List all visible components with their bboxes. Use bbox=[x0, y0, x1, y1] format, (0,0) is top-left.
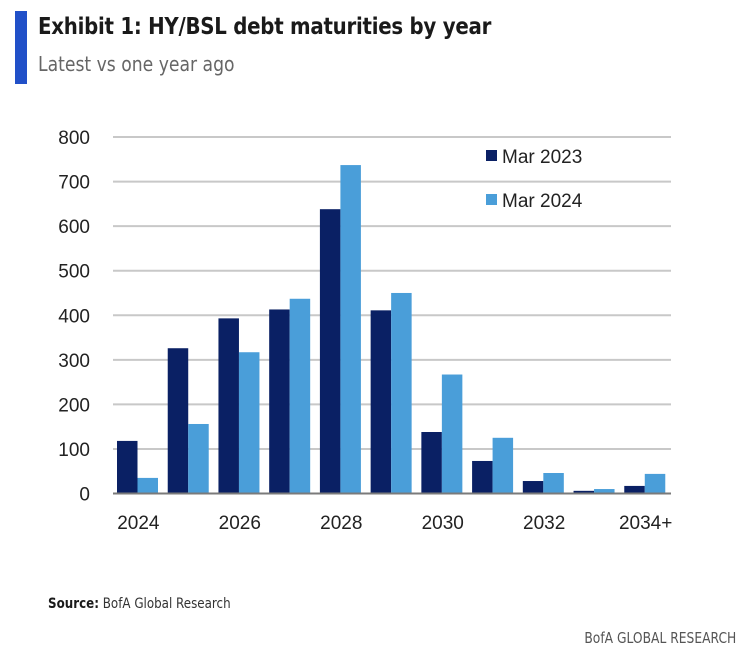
y-tick-label: 200 bbox=[58, 395, 90, 416]
bar-mar-2023-2031 bbox=[472, 460, 493, 494]
y-tick-label: 0 bbox=[79, 485, 90, 506]
bars bbox=[117, 165, 666, 494]
x-tick-label: 2032 bbox=[523, 513, 565, 534]
y-tick-label: 500 bbox=[58, 262, 90, 283]
bar-mar-2024-2034plus bbox=[644, 473, 666, 494]
bar-mar-2023-2026 bbox=[218, 318, 239, 494]
bar-mar-2023-2027 bbox=[269, 309, 290, 494]
bar-mar-2024-2029 bbox=[391, 292, 412, 494]
y-tick-label: 700 bbox=[58, 173, 90, 194]
bar-mar-2024-2025 bbox=[188, 423, 209, 494]
y-tick-label: 300 bbox=[58, 351, 90, 372]
bar-mar-2024-2028 bbox=[340, 165, 361, 494]
bar-mar-2024-2032 bbox=[543, 473, 564, 494]
bar-mar-2023-2034plus bbox=[624, 485, 645, 494]
chart-subtitle: Latest vs one year ago bbox=[38, 52, 235, 76]
bar-mar-2024-2027 bbox=[289, 298, 311, 494]
y-tick-label: 100 bbox=[58, 440, 90, 461]
y-tick-label: 400 bbox=[58, 306, 90, 327]
source-note: Source: BofA Global Research bbox=[48, 596, 231, 612]
bar-mar-2023-2029 bbox=[370, 310, 392, 494]
bar-mar-2023-2033 bbox=[573, 490, 595, 494]
y-tick-label: 600 bbox=[58, 217, 90, 238]
bar-mar-2024-2024 bbox=[137, 477, 158, 494]
bar-mar-2024-2033 bbox=[594, 489, 615, 494]
legend-item: Mar 2024 bbox=[486, 191, 583, 212]
bar-mar-2023-2030 bbox=[421, 432, 442, 494]
x-tick-label: 2028 bbox=[320, 513, 362, 534]
x-tick-label: 2034+ bbox=[619, 513, 672, 534]
source-text: BofA Global Research bbox=[98, 596, 231, 612]
x-tick-label: 2026 bbox=[219, 513, 261, 534]
x-tick-label: 2024 bbox=[117, 513, 160, 534]
legend-swatch bbox=[486, 150, 497, 161]
x-tick-label: 2030 bbox=[422, 513, 464, 534]
bar-mar-2023-2028 bbox=[319, 209, 341, 494]
brand-label: BofA GLOBAL RESEARCH bbox=[584, 629, 736, 647]
title-accent-bar bbox=[15, 11, 27, 84]
y-tick-label: 800 bbox=[58, 128, 90, 149]
legend-label: Mar 2024 bbox=[502, 191, 583, 212]
bar-mar-2023-2032 bbox=[522, 481, 544, 494]
source-label: Source: bbox=[48, 596, 99, 612]
legend-label: Mar 2023 bbox=[502, 147, 582, 168]
bar-mar-2023-2024 bbox=[117, 440, 138, 494]
bar-mar-2023-2025 bbox=[167, 348, 189, 494]
legend: Mar 2023 Mar 2024 bbox=[486, 147, 583, 212]
bar-mar-2024-2030 bbox=[441, 374, 463, 494]
chart-title: Exhibit 1: HY/BSL debt maturities by yea… bbox=[38, 14, 492, 40]
bar-mar-2024-2026 bbox=[238, 352, 260, 494]
legend-item: Mar 2023 bbox=[486, 147, 582, 168]
y-axis: 0 100 200 300 400 500 600 700 800 bbox=[58, 128, 90, 506]
x-axis: 2024 2026 2028 2030 2032 2034+ bbox=[117, 513, 672, 534]
legend-swatch bbox=[486, 194, 497, 205]
bar-mar-2024-2031 bbox=[492, 437, 514, 494]
